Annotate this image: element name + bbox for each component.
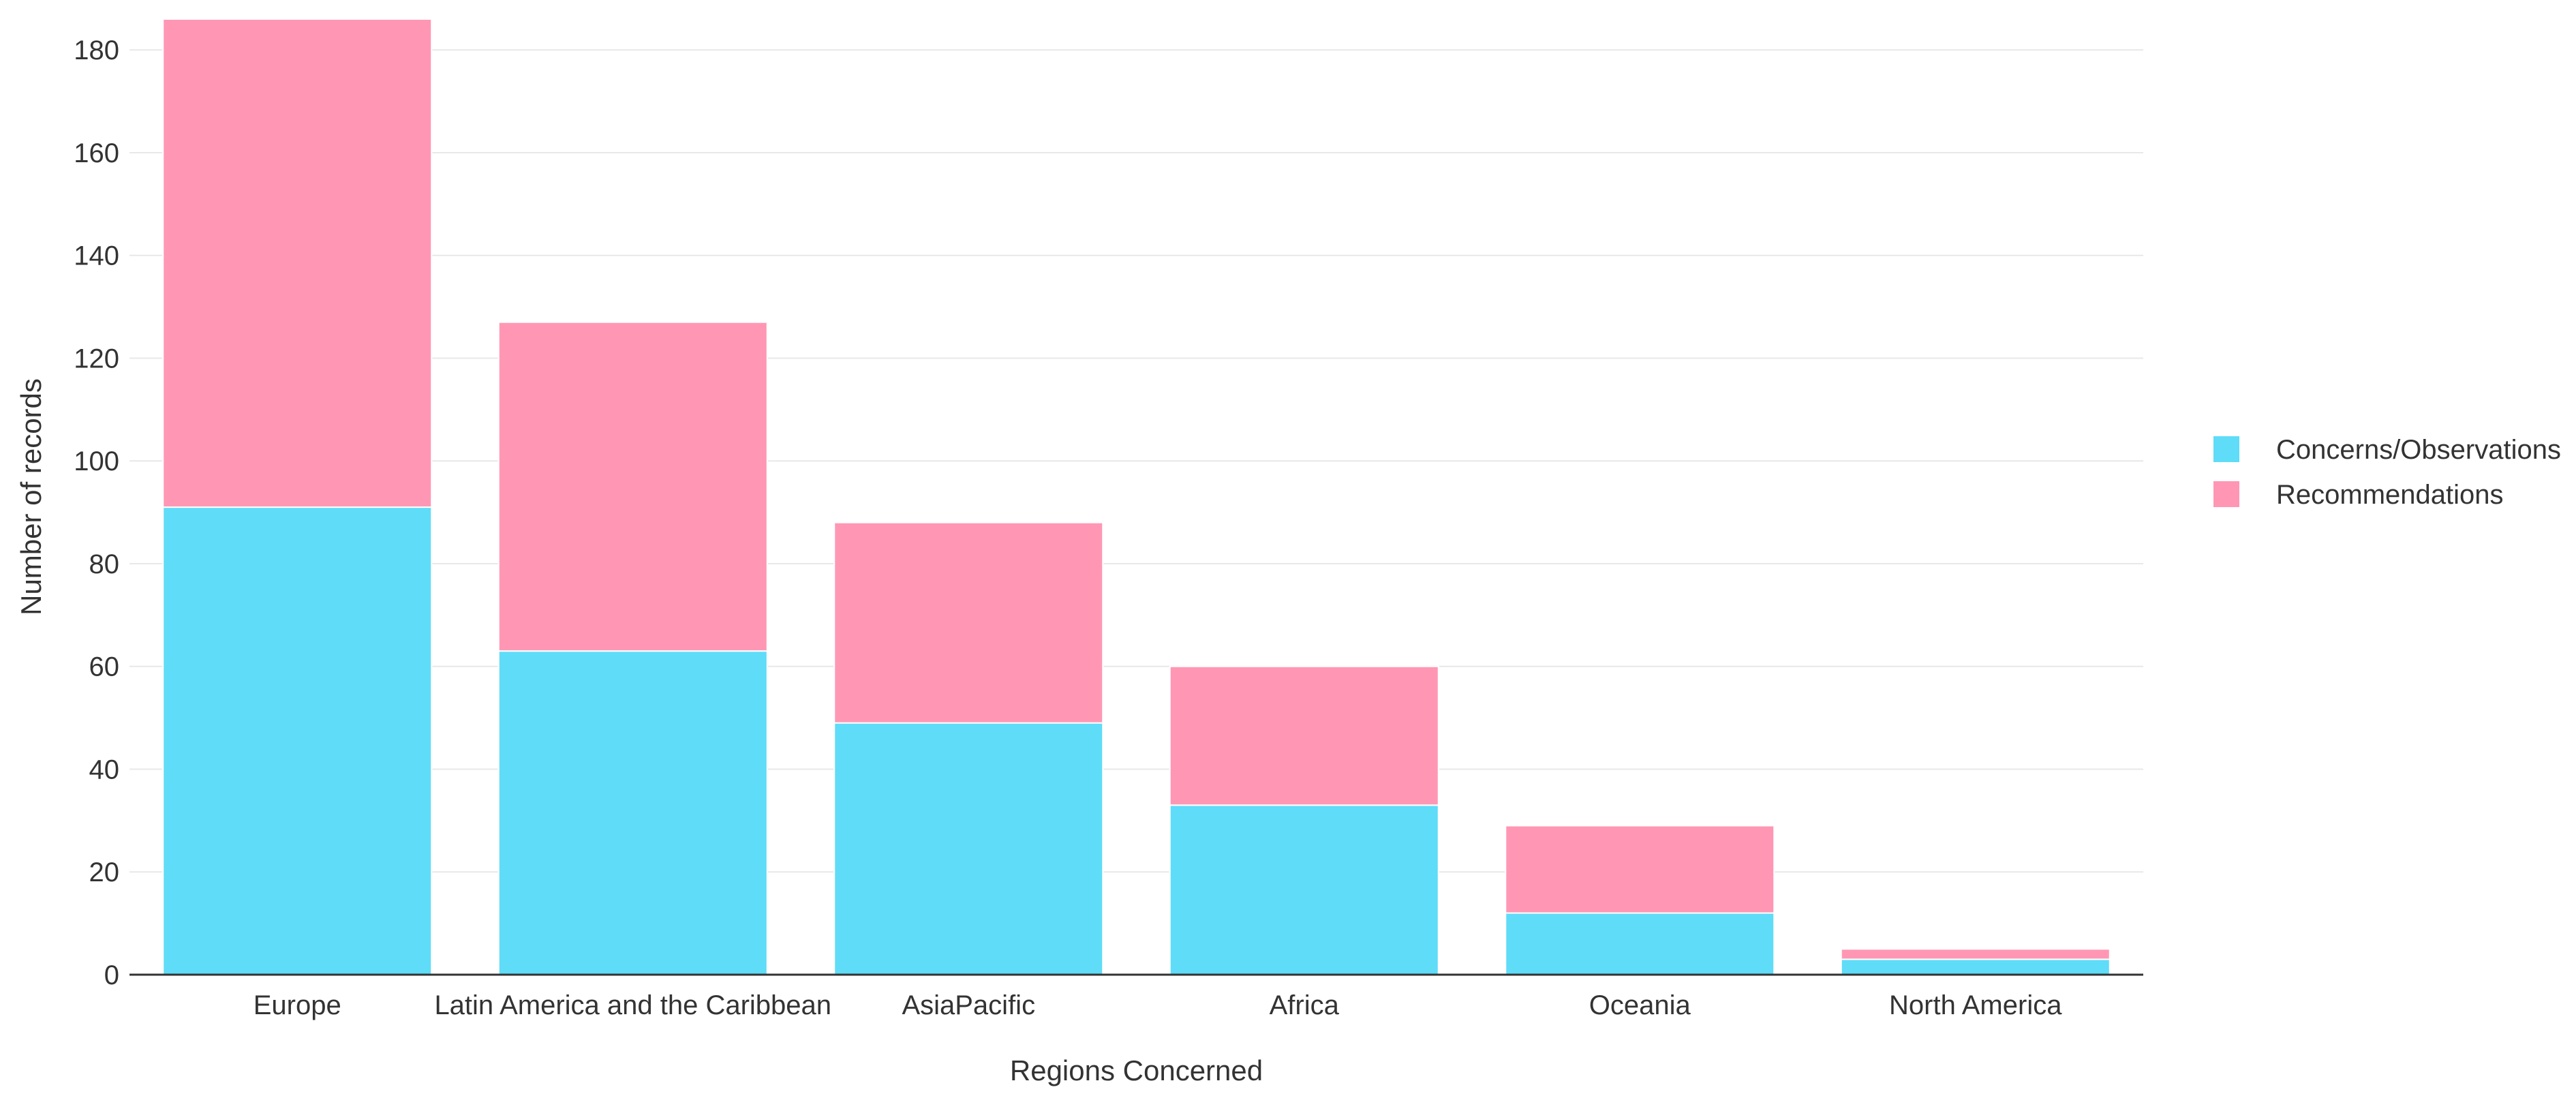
bar-concerns[interactable] xyxy=(1505,912,1775,975)
y-axis-title: Number of records xyxy=(15,378,47,615)
y-tick-labels: 0 20 40 60 80 100 120 140 160 180 xyxy=(74,35,119,990)
x-axis-title: Regions Concerned xyxy=(1010,1054,1263,1086)
bar-concerns[interactable] xyxy=(1169,804,1439,975)
legend-swatch xyxy=(2213,436,2239,462)
gridlines xyxy=(129,49,2143,873)
bar-recommendations[interactable] xyxy=(1169,665,1439,806)
x-tick-label: Latin America and the Caribbean xyxy=(434,990,831,1020)
y-tick-label: 60 xyxy=(89,652,120,682)
bar-recommendations[interactable] xyxy=(497,321,768,652)
legend-label[interactable]: Concerns/Observations xyxy=(2276,435,2561,465)
bar-concerns[interactable] xyxy=(833,722,1104,975)
bar-recommendations[interactable] xyxy=(162,18,433,508)
y-tick-label: 120 xyxy=(74,344,119,374)
bar-recommendations[interactable] xyxy=(833,521,1104,724)
y-tick-label: 0 xyxy=(104,960,119,990)
y-tick-label: 80 xyxy=(89,549,120,579)
legend[interactable]: Concerns/Observations Recommendations xyxy=(2213,435,2561,510)
bar-recommendations[interactable] xyxy=(1840,948,2111,960)
bars xyxy=(162,18,2111,975)
bar-recommendations[interactable] xyxy=(1505,825,1775,914)
x-tick-label: Africa xyxy=(1270,990,1340,1020)
x-tick-labels: Europe Latin America and the Caribbean Asi… xyxy=(254,990,2062,1020)
y-tick-label: 140 xyxy=(74,241,119,271)
y-tick-label: 20 xyxy=(89,857,120,887)
y-tick-label: 160 xyxy=(74,138,119,168)
y-tick-label: 180 xyxy=(74,35,119,65)
x-tick-label: AsiaPacific xyxy=(902,990,1035,1020)
x-tick-label: Oceania xyxy=(1589,990,1691,1020)
legend-label[interactable]: Recommendations xyxy=(2276,480,2504,510)
x-tick-label: North America xyxy=(1889,990,2062,1020)
y-tick-label: 40 xyxy=(89,755,120,785)
bar-concerns[interactable] xyxy=(1840,958,2111,975)
bar-concerns[interactable] xyxy=(497,650,768,975)
legend-swatch xyxy=(2213,481,2239,507)
y-tick-label: 100 xyxy=(74,446,119,476)
bar-concerns[interactable] xyxy=(162,506,433,975)
x-tick-label: Europe xyxy=(254,990,341,1020)
